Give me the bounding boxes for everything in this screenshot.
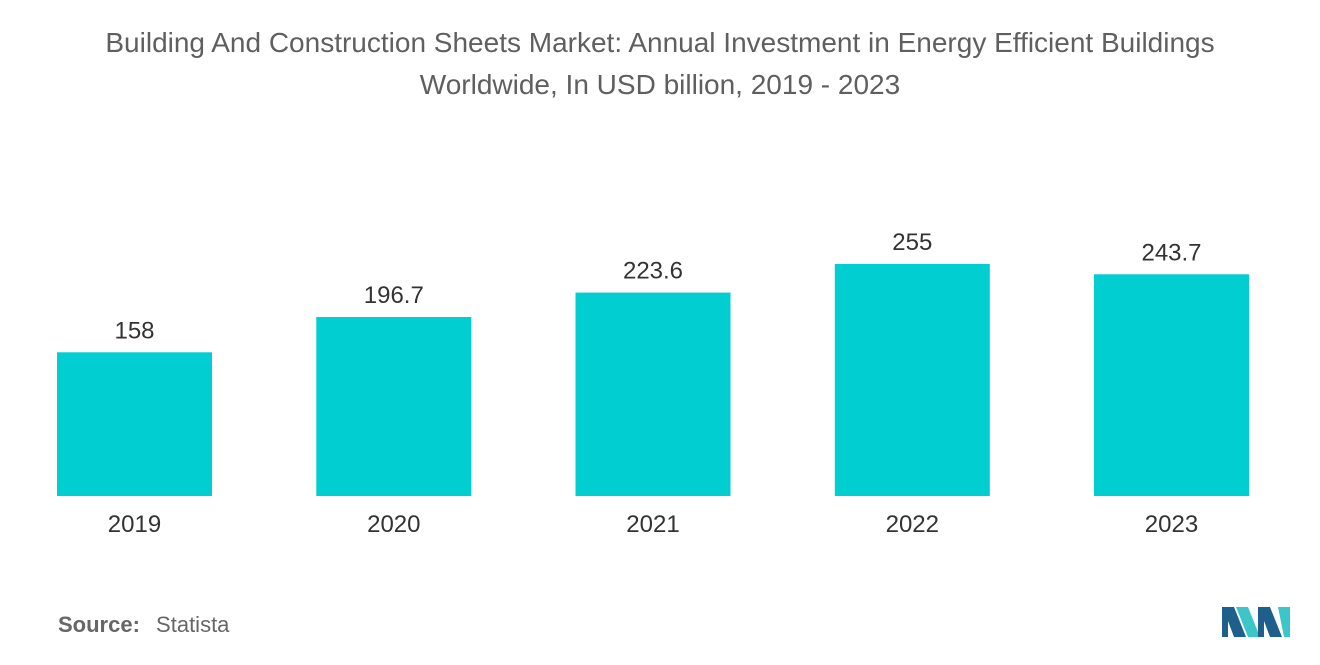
bar-2019	[57, 352, 212, 496]
x-tick-label-2023: 2023	[1145, 511, 1198, 538]
x-tick-label-2019: 2019	[108, 511, 161, 538]
data-label-2023: 243.7	[1141, 239, 1201, 266]
logo-icon	[1222, 607, 1290, 637]
source-label: Source:	[58, 612, 140, 637]
source-note: Source: Statista	[58, 612, 229, 638]
x-tick-label-2021: 2021	[626, 511, 679, 538]
data-label-2022: 255	[892, 229, 932, 256]
brand-logo	[1222, 603, 1290, 642]
x-tick-label-2020: 2020	[367, 511, 420, 538]
chart-title-line-2: Worldwide, In USD billion, 2019 - 2023	[419, 69, 901, 100]
bar-2021	[575, 292, 731, 496]
data-label-2019: 158	[114, 317, 154, 344]
chart-title: Building And Construction Sheets Market:…	[0, 22, 1320, 106]
x-tick-label-2022: 2022	[886, 511, 939, 538]
bar-2023	[1094, 274, 1249, 496]
data-label-2020: 196.7	[364, 282, 424, 309]
data-label-2021: 223.6	[623, 258, 683, 285]
bar-2020	[316, 317, 472, 496]
chart-title-line-1: Building And Construction Sheets Market:…	[105, 27, 1215, 58]
bar-chart: 158 2019 196.7 2020 223.6 2021 255 2022 243.7 202…	[57, 229, 1249, 538]
bar-2022	[834, 264, 990, 496]
source-value: Statista	[156, 612, 230, 637]
